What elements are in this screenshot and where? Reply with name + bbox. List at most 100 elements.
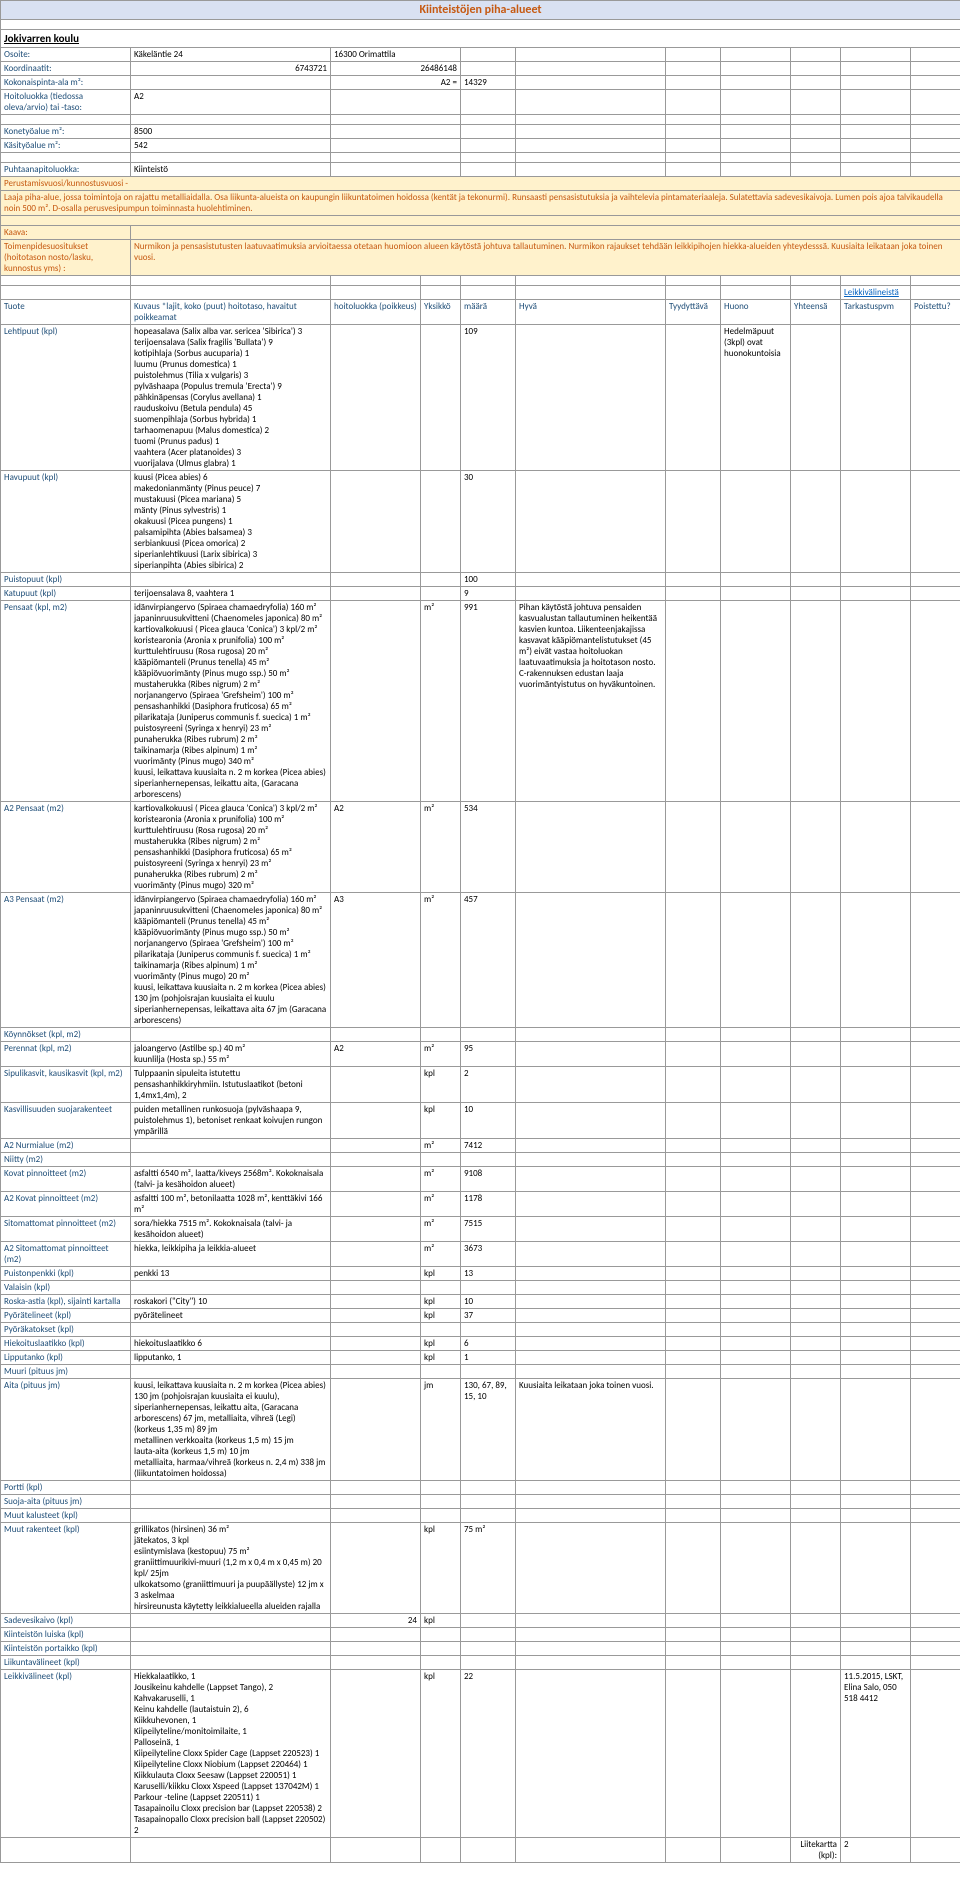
- tuote-cell: Leikkivälineet (kpl): [1, 1670, 131, 1838]
- huono-cell: [721, 1103, 791, 1139]
- huono-cell: Hedelmäpuut (3kpl) ovat huonokuntoisia: [721, 325, 791, 471]
- hdr-huono: Huono: [721, 300, 791, 325]
- tarkastus-cell: [841, 573, 911, 587]
- määrä-cell: [461, 1495, 516, 1509]
- tarkastus-cell: [841, 1028, 911, 1042]
- kuvaus-cell: hiekoituslaatikko 6: [131, 1337, 331, 1351]
- yksikkö-cell: kpl: [421, 1267, 461, 1281]
- tarkastus-cell: [841, 1139, 911, 1153]
- hoito-cell: [331, 1323, 421, 1337]
- huono-cell: [721, 1523, 791, 1614]
- hoito-label: Hoitoluokka (tiedossa oleva/arvio) tai -…: [1, 90, 131, 115]
- tyydyttävä-cell: [666, 1628, 721, 1642]
- hyvä-cell: [516, 1309, 666, 1323]
- tyydyttävä-cell: [666, 1481, 721, 1495]
- kuvaus-cell: grillikatos (hirsinen) 36 m² jätekatos, …: [131, 1523, 331, 1614]
- tuote-cell: Portti (kpl): [1, 1481, 131, 1495]
- hoito-cell: [331, 1295, 421, 1309]
- tarkastus-cell: [841, 587, 911, 601]
- tarkastus-cell: [841, 1217, 911, 1242]
- tarkastus-cell: [841, 1323, 911, 1337]
- hoito-cell: [331, 1628, 421, 1642]
- poistettu-cell: [911, 1628, 960, 1642]
- yksikkö-cell: m²: [421, 802, 461, 893]
- tyydyttävä-cell: [666, 1042, 721, 1067]
- koord-b: 26486148: [331, 62, 461, 76]
- huono-cell: [721, 471, 791, 573]
- leikki-link[interactable]: Leikkivälineistä: [841, 286, 911, 300]
- hyvä-cell: [516, 587, 666, 601]
- yksikkö-cell: [421, 1028, 461, 1042]
- tarkastus-cell: [841, 1379, 911, 1481]
- määrä-cell: [461, 1323, 516, 1337]
- koord-a: 6743721: [131, 62, 331, 76]
- tarkastus-cell: [841, 1103, 911, 1139]
- puhtaana-val: Kiinteistö: [131, 163, 331, 177]
- yhteensä-cell: [791, 1523, 841, 1614]
- poistettu-cell: [911, 1309, 960, 1323]
- tarkastus-cell: [841, 1042, 911, 1067]
- hyvä-cell: [516, 1351, 666, 1365]
- kuvaus-cell: hopeasalava (Salix alba var. sericea 'Si…: [131, 325, 331, 471]
- määrä-cell: [461, 1509, 516, 1523]
- kuvaus-cell: asfaltti 100 m², betonilaatta 1028 m², k…: [131, 1192, 331, 1217]
- tarkastus-cell: [841, 1067, 911, 1103]
- tyydyttävä-cell: [666, 1351, 721, 1365]
- tarkastus-cell: [841, 1656, 911, 1670]
- osoite-city: 16300 Orimattila: [331, 48, 461, 62]
- hoito-cell: [331, 601, 421, 802]
- hdr-määrä: määrä: [461, 300, 516, 325]
- footer-val: 2: [841, 1838, 911, 1863]
- kuvaus-cell: puiden metallinen runkosuoja (pylväshaap…: [131, 1103, 331, 1139]
- huono-cell: [721, 802, 791, 893]
- tyydyttävä-cell: [666, 1523, 721, 1614]
- huono-cell: [721, 1153, 791, 1167]
- hdr-yksikkö: Yksikkö: [421, 300, 461, 325]
- määrä-cell: 10: [461, 1295, 516, 1309]
- yhteensä-cell: [791, 1323, 841, 1337]
- huono-cell: [721, 1042, 791, 1067]
- hoito-cell: A2: [331, 802, 421, 893]
- yksikkö-cell: [421, 471, 461, 573]
- hoito-cell: [331, 1379, 421, 1481]
- poistettu-cell: [911, 1656, 960, 1670]
- kuvaus-cell: Tulppaanin sipuleita istutettu pensashan…: [131, 1067, 331, 1103]
- määrä-cell: 13: [461, 1267, 516, 1281]
- hoito-cell: [331, 1153, 421, 1167]
- tyydyttävä-cell: [666, 1067, 721, 1103]
- footer-label: Liitekartta (kpl):: [791, 1838, 841, 1863]
- poistettu-cell: [911, 1103, 960, 1139]
- hoito-cell: [331, 471, 421, 573]
- tyydyttävä-cell: [666, 1495, 721, 1509]
- hyvä-cell: [516, 1281, 666, 1295]
- kuvaus-cell: [131, 1481, 331, 1495]
- hoito-cell: [331, 1365, 421, 1379]
- huono-cell: [721, 587, 791, 601]
- määrä-cell: 534: [461, 802, 516, 893]
- poistettu-cell: [911, 1139, 960, 1153]
- huono-cell: [721, 1139, 791, 1153]
- tuote-cell: Kasvillisuuden suojarakenteet: [1, 1103, 131, 1139]
- tuote-cell: Köynnökset (kpl, m2): [1, 1028, 131, 1042]
- yhteensä-cell: [791, 1028, 841, 1042]
- tarkastus-cell: [841, 325, 911, 471]
- tuote-cell: Katupuut (kpl): [1, 587, 131, 601]
- kuvaus-cell: asfaltti 6540 m², laatta/kiveys 2568m². …: [131, 1167, 331, 1192]
- poistettu-cell: [911, 1379, 960, 1481]
- yksikkö-cell: [421, 1628, 461, 1642]
- kuvaus-cell: [131, 573, 331, 587]
- hoito-cell: [331, 1337, 421, 1351]
- määrä-cell: 10: [461, 1103, 516, 1139]
- hoito-cell: [331, 1103, 421, 1139]
- määrä-cell: 7515: [461, 1217, 516, 1242]
- tarkastus-cell: [841, 1509, 911, 1523]
- hoito-cell: [331, 1281, 421, 1295]
- huono-cell: [721, 1670, 791, 1838]
- määrä-cell: 95: [461, 1042, 516, 1067]
- hoito-cell: [331, 1139, 421, 1153]
- tarkastus-cell: [841, 1153, 911, 1167]
- tarkastus-cell: [841, 1351, 911, 1365]
- tyydyttävä-cell: [666, 1281, 721, 1295]
- poistettu-cell: [911, 1042, 960, 1067]
- hyvä-cell: [516, 893, 666, 1028]
